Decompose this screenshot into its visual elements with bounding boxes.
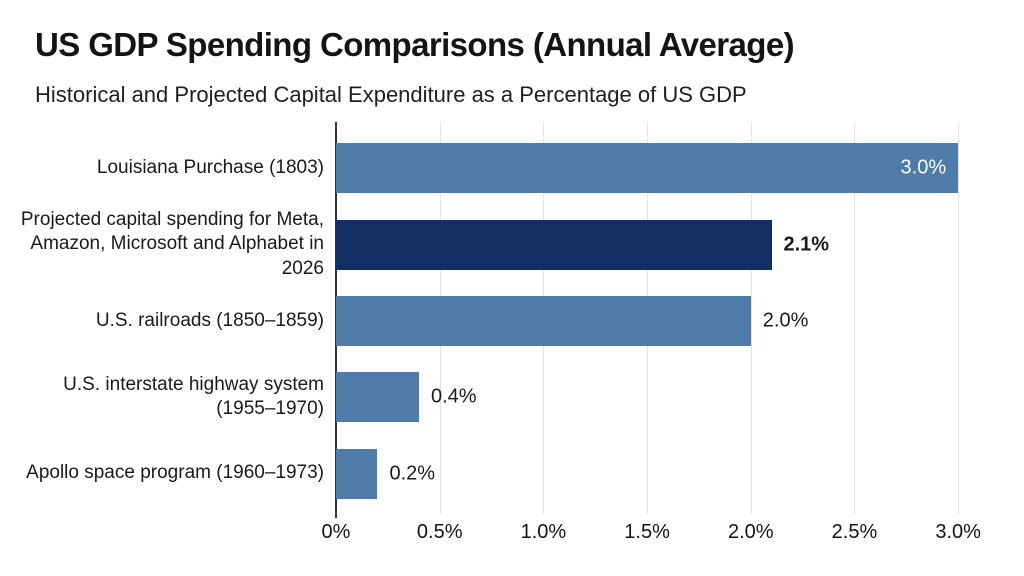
x-tick-label: 2.5% (831, 521, 878, 543)
value-label: 0.2% (389, 462, 436, 485)
bar-row: U.S. interstate highway system (1955–197… (0, 359, 1010, 435)
chart-subtitle: Historical and Projected Capital Expendi… (35, 82, 747, 107)
bar (336, 219, 772, 270)
category-label: U.S. railroads (1850–1859) (95, 309, 324, 331)
bar: 3.0% (336, 143, 959, 194)
x-tick-label: 2.0% (727, 521, 774, 543)
value-label: 0.4% (430, 385, 477, 408)
chart-title: US GDP Spending Comparisons (Annual Aver… (35, 26, 795, 63)
bar (336, 296, 751, 347)
bar (336, 372, 419, 423)
value-label: 2.0% (762, 309, 809, 332)
x-tick-label: 1.5% (624, 521, 670, 543)
category-label: Apollo space program (1960–1973) (26, 462, 324, 484)
bar-track: 0.2% (336, 448, 1010, 499)
bar-track: 2.0% (336, 296, 1010, 347)
gridline (958, 122, 960, 514)
gridline (750, 122, 752, 514)
x-tick-label: 0% (321, 521, 351, 543)
bar-track: 0.4% (336, 372, 1010, 423)
x-tick-label: 3.0% (935, 521, 981, 543)
category-label: U.S. interstate highway system (1955–197… (63, 373, 324, 420)
value-label: 3.0% (900, 156, 947, 179)
value-label: 2.1% (783, 233, 830, 256)
category-label: Projected capital spending for Meta, Ama… (20, 208, 324, 279)
category-label: Louisiana Purchase (1803) (96, 156, 324, 178)
bar-rows: Louisiana Purchase (1803) 3.0% Projected c… (0, 130, 1010, 512)
x-tick-label: 1.0% (520, 521, 567, 543)
bar (336, 448, 378, 499)
x-axis-ticks: 0% 0.5% 1.0% 1.5% 2.0% 2.5% 3.0% (322, 521, 1010, 547)
bar-row: Apollo space program (1960–1973) 0.2% (0, 436, 1010, 512)
x-tick-label: 0.5% (416, 521, 463, 543)
bar-row: U.S. railroads (1850–1859) 2.0% (0, 283, 1010, 359)
bar-row: Projected capital spending for Meta, Ama… (0, 206, 1010, 282)
bar-track: 3.0% (336, 143, 1010, 194)
bar-row: Louisiana Purchase (1803) 3.0% (0, 130, 1010, 206)
gridline (854, 122, 856, 514)
bar-track: 2.1% (336, 219, 1010, 270)
